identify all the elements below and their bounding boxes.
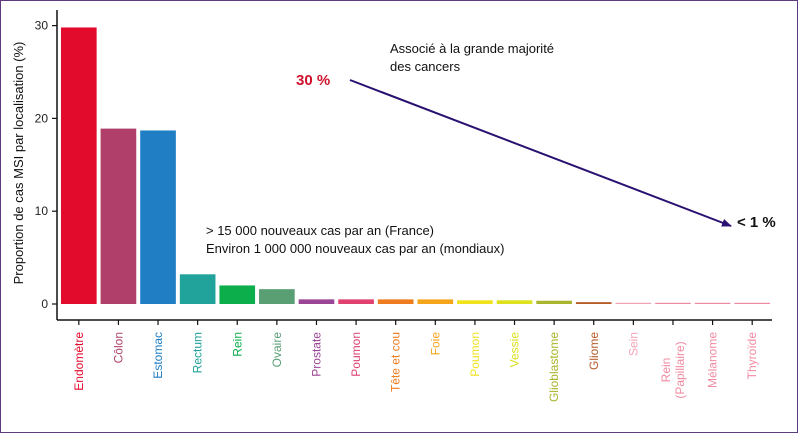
bar-13 (575, 302, 612, 304)
bar-6 (298, 299, 335, 304)
annotation-cases-france: > 15 000 nouveaux cas par an (France) (206, 223, 434, 238)
x-tick-label-8: Tête et cou (389, 332, 403, 392)
annotation-majority-line2: des cancers (390, 59, 461, 74)
x-tick-label-13: Gliome (587, 332, 601, 370)
annotation-less-than-one-percent: < 1 % (737, 214, 776, 231)
bar-7 (338, 299, 374, 304)
x-tick-label-10: Poumon (468, 332, 482, 377)
x-tick-label-0: Endomètre (72, 332, 86, 391)
x-tick-labels: Endomètre Côlon Estomac Rectum Rein Ovaire Pro… (72, 320, 759, 402)
y-axis: 0 10 20 30 (35, 10, 772, 321)
bar-1 (100, 128, 137, 304)
x-tick-label-4: Rein (230, 332, 244, 357)
bar-2 (140, 130, 176, 304)
bar-0 (60, 27, 97, 305)
annotation-majority-line1: Associé à la grande majorité (390, 41, 554, 56)
x-tick-label-11: Vessie (508, 332, 522, 368)
x-tick-label-7: Poumon (349, 332, 363, 377)
bar-11 (496, 300, 533, 304)
x-tick-label-1: Côlon (111, 332, 125, 363)
x-tick-label-15: Rein(Papillaire) (659, 341, 687, 398)
bar-8 (377, 299, 414, 304)
bar-10 (457, 300, 493, 304)
y-tick-label: 30 (35, 19, 49, 33)
bar-14 (615, 302, 652, 304)
x-tick-label-6: Prostate (309, 332, 323, 377)
x-tick-label-14: Sein (626, 332, 640, 356)
annotation-cases-world: Environ 1 000 000 nouveaux cas par an (m… (206, 241, 504, 256)
bars (60, 27, 771, 305)
bar-4 (219, 285, 256, 304)
x-tick-label-17: Thyroïde (745, 332, 759, 380)
x-tick-label-16: Mélanome (706, 332, 720, 388)
x-tick-label-12: Glioblastome (547, 332, 561, 402)
annotation-thirty-percent: 30 % (296, 72, 330, 89)
decreasing-trend-arrow (349, 79, 732, 227)
bar-12 (536, 300, 572, 304)
bar-3 (179, 274, 216, 304)
x-tick-label-2: Estomac (151, 332, 165, 379)
y-tick-label: 10 (35, 204, 49, 218)
bar-5 (259, 289, 295, 304)
bar-15 (655, 302, 691, 304)
bar-9 (417, 299, 454, 304)
y-tick-label: 20 (35, 111, 49, 125)
y-tick-label: 0 (41, 297, 48, 311)
x-tick-label-3: Rectum (191, 332, 205, 373)
bar-17 (734, 302, 771, 304)
x-tick-label-5: Ovaire (270, 332, 284, 368)
x-tick-label-9: Foie (428, 332, 442, 356)
bar-16 (694, 302, 731, 304)
y-axis-label: Proportion de cas MSI par localisation (… (11, 42, 26, 285)
